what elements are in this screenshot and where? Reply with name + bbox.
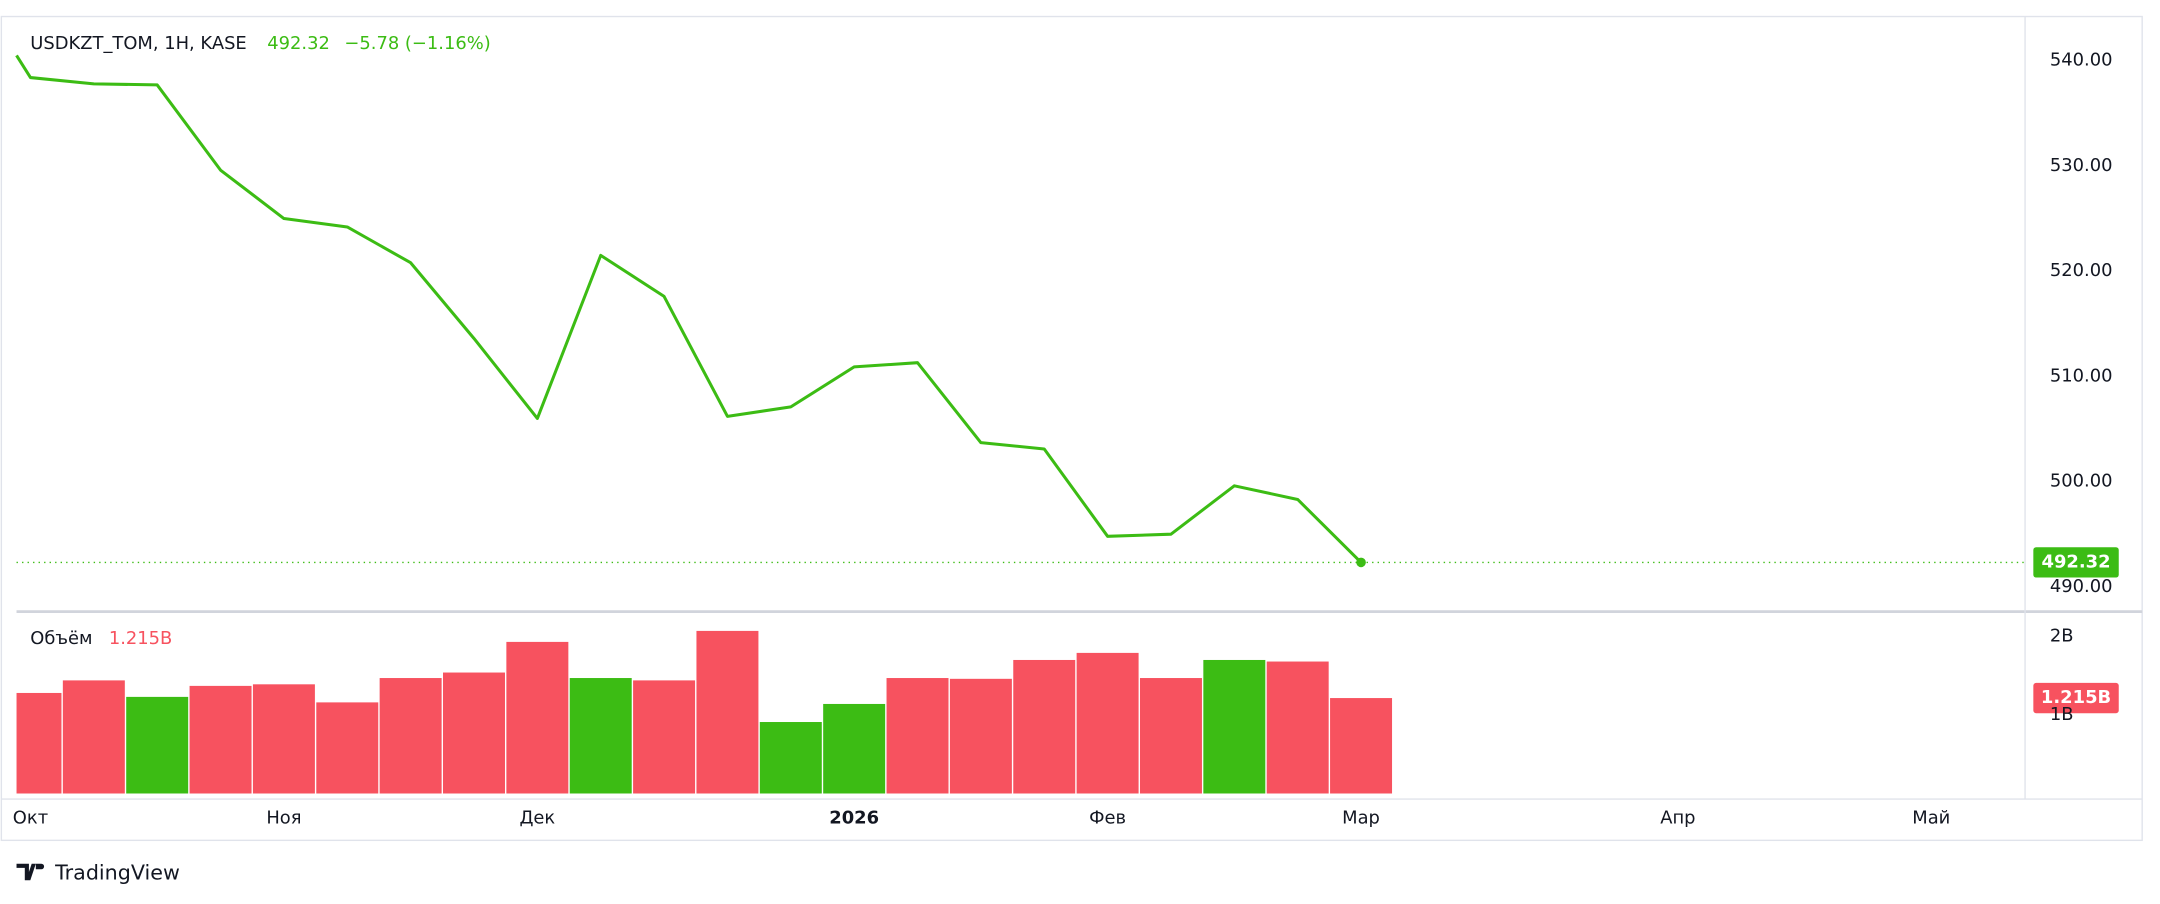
footer-brand: TradingView	[54, 860, 180, 884]
x-tick-label: Окт	[13, 807, 48, 828]
last-price: 492.32	[267, 33, 330, 54]
volume-tag	[2033, 682, 2119, 714]
volume-bar	[949, 678, 1012, 794]
volume-bar	[1013, 659, 1076, 794]
x-tick-label: Ноя	[266, 807, 301, 828]
x-tick-label: Фев	[1089, 807, 1126, 828]
volume-bar	[126, 696, 189, 794]
volume-bar	[316, 702, 379, 794]
volume-bar	[696, 630, 759, 794]
volume-bar	[1330, 698, 1393, 794]
volume-bar	[759, 722, 822, 794]
volume-bar	[506, 641, 569, 794]
symbol: USDKZT_TOM, 1H, KASE	[30, 33, 246, 54]
marks: 492.32 1.215B	[15, 54, 2119, 794]
volume-bar	[1076, 652, 1139, 794]
volume-bar	[886, 678, 949, 794]
volume-bar	[569, 678, 632, 794]
volume-last: 1.215B	[109, 628, 173, 649]
volume-bar	[633, 680, 696, 794]
volume-bar	[252, 684, 315, 794]
y-tick-label: 510.00	[2050, 365, 2113, 386]
last-point	[1356, 557, 1366, 568]
volume-bar	[16, 692, 62, 794]
x-tick-label: Май	[1912, 807, 1950, 828]
volume-bar	[823, 703, 886, 794]
x-tick-label: Мар	[1342, 807, 1380, 828]
change: −5.78 (−1.16%)	[344, 33, 490, 54]
logo	[16, 863, 45, 881]
price-tag-label: 492.32	[2042, 551, 2111, 572]
y-tick-label: 520.00	[2050, 260, 2113, 281]
x-tick-label: Дек	[519, 807, 555, 828]
x-tick-label: Апр	[1660, 807, 1695, 828]
volume-bar	[379, 678, 442, 794]
volume-bar	[62, 680, 125, 794]
volume-bar	[189, 685, 252, 794]
volume-bar	[1266, 661, 1329, 794]
price-tag	[2033, 547, 2119, 578]
y-tick-label: 2B	[2050, 625, 2074, 646]
volume-title: Объём	[30, 628, 92, 649]
frame	[0, 15, 2143, 842]
chart-root: 492.32 1.215B Окт Ноя Дек 2026 Фев Мар Апр Май 49…	[0, 15, 2143, 884]
labels: Окт Ноя Дек 2026 Фев Мар Апр Май 490.00 500.00 510…	[13, 50, 2113, 829]
y-tick-label: 1B	[2050, 704, 2074, 725]
y-tick-label: 540.00	[2050, 50, 2113, 71]
price-line	[15, 54, 1363, 564]
volume-tag-label: 1.215B	[2041, 687, 2111, 708]
y-tick-label: 490.00	[2050, 576, 2113, 597]
y-tick-label: 500.00	[2050, 471, 2113, 492]
x-tick-label: 2026	[829, 807, 879, 828]
volume-bar	[1203, 659, 1266, 794]
volume-bar	[443, 672, 505, 794]
y-tick-label: 530.00	[2050, 155, 2113, 176]
volume-bar	[1139, 678, 1202, 794]
